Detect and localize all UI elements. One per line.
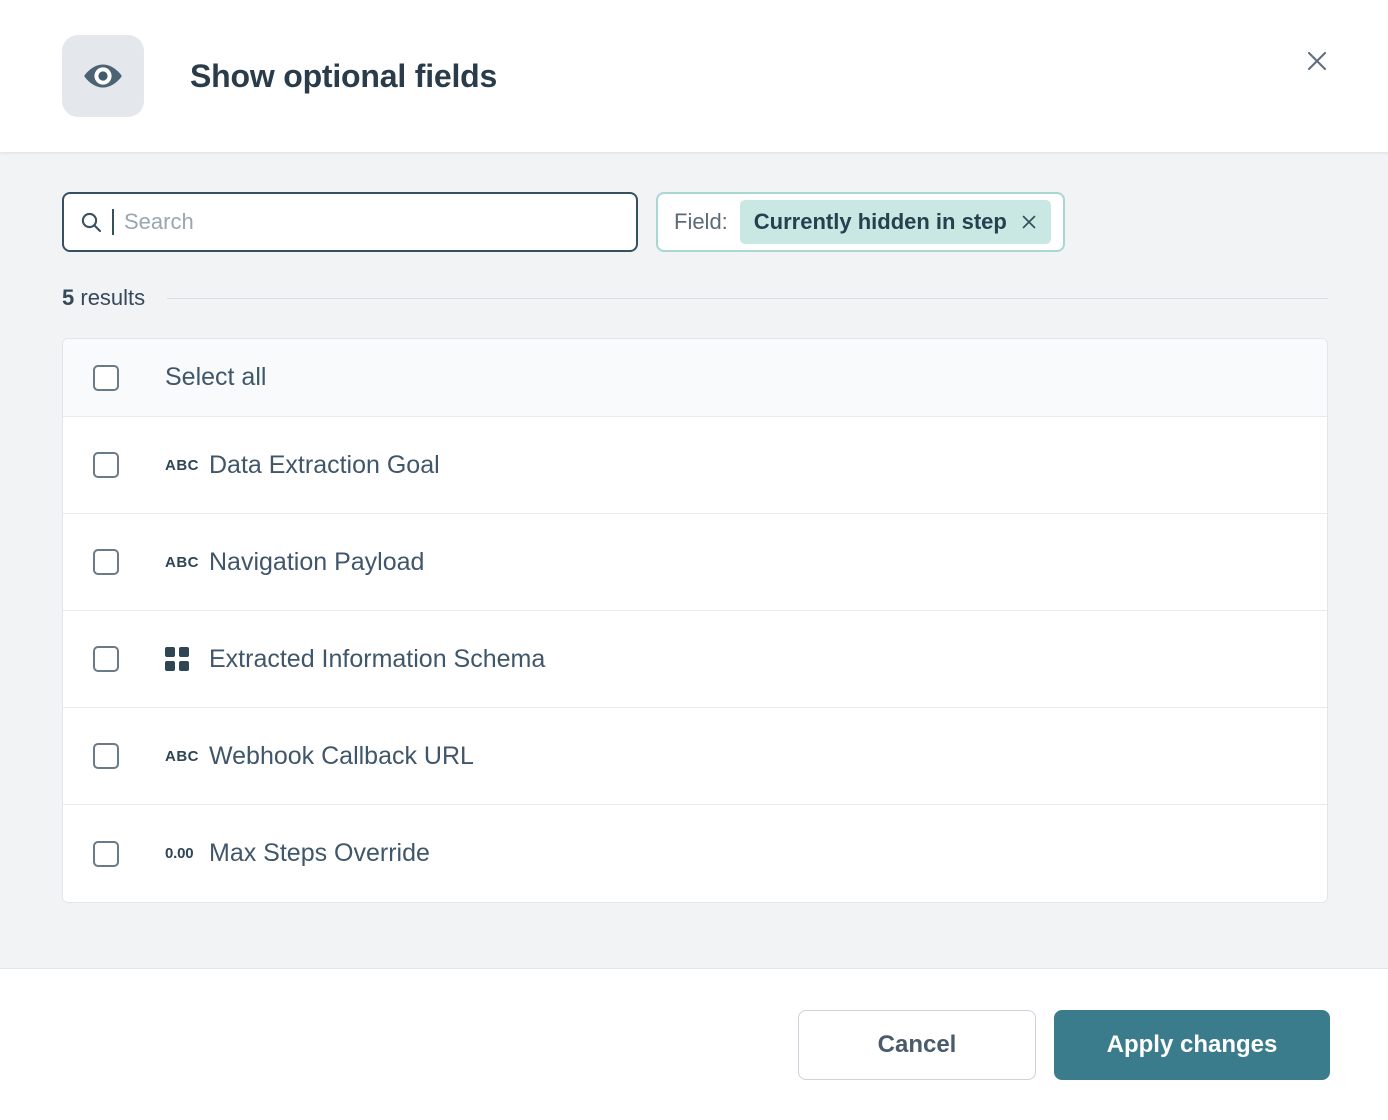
- results-divider: [167, 297, 1328, 299]
- list-item-label: Navigation Payload: [209, 547, 425, 576]
- select-all-checkbox[interactable]: [93, 364, 119, 391]
- dialog-footer: Cancel Apply changes: [0, 968, 1388, 1120]
- object-grid-type-icon: [165, 647, 195, 671]
- abc-text-type-icon: ABC: [165, 554, 199, 571]
- list-item[interactable]: 0.00 Max Steps Override: [63, 805, 1327, 902]
- row-checkbox[interactable]: [93, 549, 119, 575]
- eye-icon: [62, 35, 144, 117]
- search-input[interactable]: [120, 194, 620, 250]
- list-item-label: Data Extraction Goal: [209, 450, 440, 479]
- close-button[interactable]: [1294, 39, 1340, 85]
- list-item-label: Webhook Callback URL: [209, 741, 474, 770]
- search-box[interactable]: [62, 192, 638, 252]
- list-item-label: Max Steps Override: [209, 839, 430, 867]
- abc-text-type-icon: ABC: [165, 748, 199, 765]
- fields-list: Select all ABC Data Extraction Goal ABC …: [62, 338, 1328, 903]
- close-icon: [1305, 49, 1329, 76]
- close-icon[interactable]: [1019, 212, 1039, 232]
- field-filter-chip[interactable]: Field: Currently hidden in step: [656, 192, 1065, 252]
- row-checkbox[interactable]: [93, 646, 119, 672]
- filter-chip-pill: Currently hidden in step: [739, 200, 1051, 244]
- row-checkbox[interactable]: [93, 452, 119, 478]
- select-all-row[interactable]: Select all: [63, 339, 1327, 417]
- filter-chip-label: Field:: [674, 209, 728, 234]
- results-header: 5 results: [62, 285, 1328, 311]
- apply-changes-button[interactable]: Apply changes: [1054, 1009, 1330, 1080]
- filter-row: Field: Currently hidden in step: [62, 192, 1328, 252]
- list-item[interactable]: Extracted Information Schema: [63, 611, 1327, 708]
- results-count-number: 5: [62, 285, 75, 310]
- cancel-button[interactable]: Cancel: [798, 1009, 1036, 1080]
- abc-text-type-icon: ABC: [165, 457, 199, 474]
- dialog-header: Show optional fields: [0, 0, 1388, 152]
- dialog-body: Field: Currently hidden in step 5 result…: [0, 152, 1388, 968]
- results-count: 5 results: [62, 285, 146, 310]
- list-item[interactable]: ABC Navigation Payload: [63, 514, 1327, 611]
- filter-chip-value: Currently hidden in step: [753, 209, 1007, 234]
- type-glyph: ABC: [165, 456, 199, 474]
- list-item-label: Extracted Information Schema: [209, 644, 546, 673]
- page-title: Show optional fields: [190, 57, 498, 94]
- type-glyph: ABC: [165, 553, 199, 571]
- search-icon: [80, 211, 102, 233]
- row-checkbox[interactable]: [93, 743, 119, 769]
- text-caret: [112, 209, 114, 235]
- list-item[interactable]: ABC Webhook Callback URL: [63, 708, 1327, 805]
- row-checkbox[interactable]: [93, 840, 119, 867]
- select-all-label: Select all: [165, 363, 267, 391]
- number-type-icon: 0.00: [165, 845, 195, 862]
- type-glyph: ABC: [165, 747, 199, 765]
- grid-glyph: [165, 647, 189, 671]
- type-glyph: 0.00: [165, 845, 194, 862]
- list-item[interactable]: ABC Data Extraction Goal: [63, 417, 1327, 514]
